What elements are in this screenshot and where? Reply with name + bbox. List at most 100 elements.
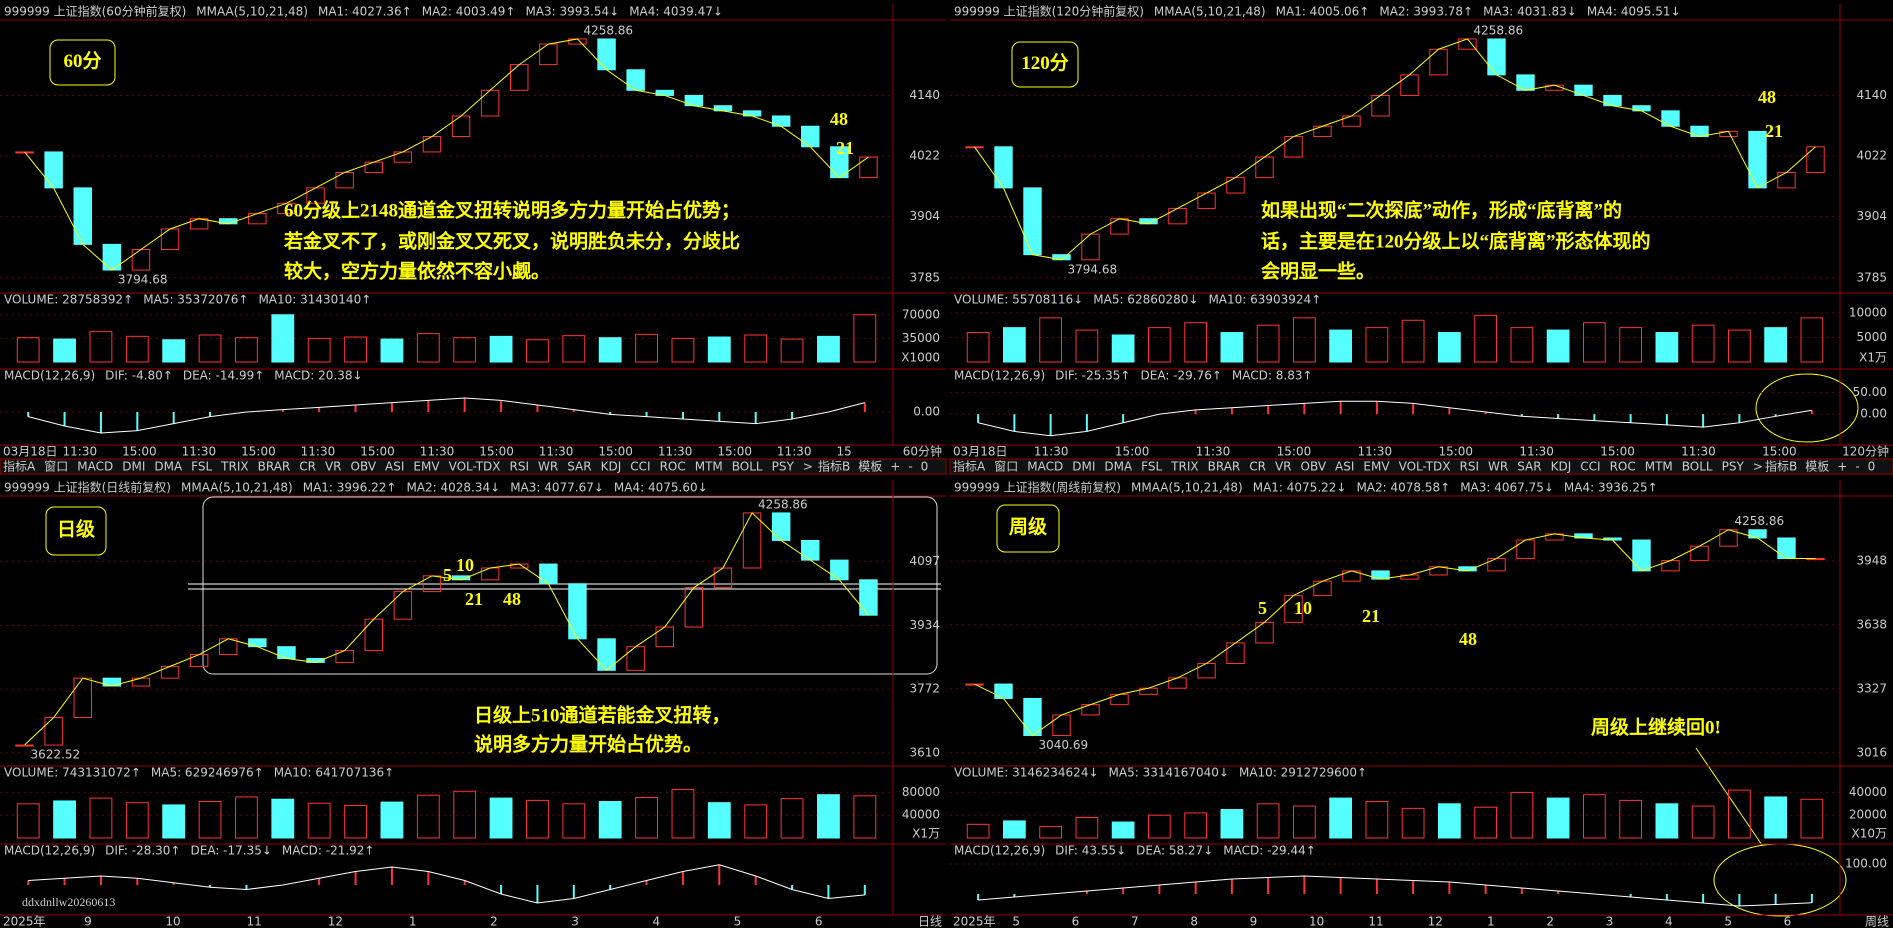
header-text: MA2: 4003.49↑: [422, 5, 516, 19]
tab[interactable]: KDJ: [601, 460, 622, 474]
candle: [830, 559, 849, 581]
tab[interactable]: PSY: [1722, 460, 1745, 474]
header-text: MMAA(5,10,21,48): [1131, 481, 1243, 495]
tab[interactable]: >: [1753, 460, 1763, 474]
volume-bar: [453, 337, 477, 363]
tab[interactable]: DMA: [154, 460, 183, 474]
volume-bar: [198, 334, 222, 363]
volume-bar: [416, 794, 440, 839]
x-tick-label: 15:00: [1762, 445, 1797, 459]
header-text: MA2: 3993.78↑: [1379, 5, 1473, 19]
volume-bar: [1256, 803, 1280, 839]
tab[interactable]: MTM: [695, 460, 723, 474]
tab[interactable]: WR: [1488, 460, 1508, 474]
tab[interactable]: ASI: [1335, 460, 1354, 474]
tab[interactable]: -: [1855, 460, 1859, 474]
y-tick-label: 4140: [1856, 88, 1887, 102]
tab[interactable]: 指标B: [1765, 459, 1797, 474]
y-tick-label: 3785: [909, 270, 940, 284]
tab[interactable]: >: [803, 460, 813, 474]
tab[interactable]: ROC: [660, 460, 686, 474]
tab[interactable]: FSL: [191, 460, 212, 474]
x-tick-label: 15:00: [1438, 445, 1473, 459]
volume-bar: [562, 803, 586, 839]
tab[interactable]: 窗口: [44, 460, 68, 474]
header-text: MACD: -21.92↑: [282, 844, 375, 858]
tab[interactable]: EMV: [1363, 460, 1390, 474]
header-text: MMAA(5,10,21,48): [181, 481, 293, 495]
tab[interactable]: CR: [299, 460, 316, 474]
tab[interactable]: VOL-TDX: [449, 460, 501, 474]
tab[interactable]: BRAR: [258, 460, 291, 474]
tab[interactable]: CR: [1249, 460, 1266, 474]
volume-bar: [1800, 317, 1824, 363]
volume-bar: [635, 797, 658, 839]
candle: [771, 115, 791, 127]
tab[interactable]: CCI: [1580, 460, 1600, 474]
tab[interactable]: RSI: [1460, 460, 1480, 474]
high-label: 4258.86: [583, 23, 633, 37]
tab[interactable]: TRIX: [220, 460, 248, 474]
tab[interactable]: EMV: [413, 460, 440, 474]
tab[interactable]: KDJ: [1551, 460, 1572, 474]
volume-bar: [1510, 791, 1534, 839]
candle: [73, 187, 92, 245]
header-text: DIF: -25.35↑: [1055, 369, 1130, 383]
volume-bar: [53, 338, 76, 363]
tab[interactable]: 指标B: [818, 459, 850, 474]
tab[interactable]: RSI: [510, 460, 530, 474]
y-tick-label: 3904: [1856, 209, 1887, 223]
tab[interactable]: WR: [538, 460, 558, 474]
x-tick-label: 15:00: [1277, 445, 1312, 459]
header-text: DIF: -28.30↑: [105, 844, 180, 858]
tab[interactable]: OBV: [1301, 460, 1327, 474]
unit-label: X10万: [1852, 827, 1888, 841]
tab[interactable]: 窗口: [994, 460, 1018, 474]
tab[interactable]: DMA: [1104, 460, 1133, 474]
tab[interactable]: 指标A: [953, 459, 986, 474]
tab[interactable]: 0: [1868, 460, 1876, 474]
tab[interactable]: 模板: [858, 460, 882, 474]
x-tick-label: 11: [247, 915, 262, 928]
x-tick-label: 4: [652, 915, 660, 928]
x-tick-label: 1: [1487, 915, 1495, 928]
tab[interactable]: DMI: [1072, 460, 1095, 474]
tab[interactable]: MACD: [1027, 460, 1063, 474]
tab[interactable]: BRAR: [1208, 460, 1241, 474]
x-tick-label: 2: [490, 915, 498, 928]
y-tick-label: 80000: [902, 785, 940, 799]
header-text: MA4: 4039.47↓: [629, 5, 723, 19]
volume-bar: [780, 798, 804, 839]
tab[interactable]: ROC: [1610, 460, 1636, 474]
tab[interactable]: MACD: [77, 460, 113, 474]
candle: [277, 646, 296, 659]
tab[interactable]: VR: [325, 460, 342, 474]
tab[interactable]: BOLL: [732, 460, 763, 474]
dif-line: [28, 864, 865, 904]
tab[interactable]: MTM: [1645, 460, 1673, 474]
tab[interactable]: OBV: [351, 460, 377, 474]
tab[interactable]: 指标A: [3, 459, 36, 474]
tab[interactable]: ASI: [385, 460, 404, 474]
tab[interactable]: PSY: [772, 460, 795, 474]
tab[interactable]: -: [908, 460, 912, 474]
header-text: MA1: 4027.36↑: [318, 5, 412, 19]
tab[interactable]: CCI: [630, 460, 650, 474]
volume-bar: [1800, 798, 1824, 839]
tab[interactable]: SAR: [567, 460, 591, 474]
tab[interactable]: FSL: [1141, 460, 1162, 474]
tab[interactable]: VR: [1275, 460, 1292, 474]
tab[interactable]: BOLL: [1682, 460, 1713, 474]
x-tick-label: 3: [1606, 915, 1614, 928]
tab[interactable]: TRIX: [1170, 460, 1198, 474]
candle: [1574, 84, 1593, 96]
tab[interactable]: 0: [921, 460, 929, 474]
tab[interactable]: VOL-TDX: [1399, 460, 1451, 474]
tab[interactable]: +: [1837, 460, 1847, 474]
tab[interactable]: SAR: [1517, 460, 1541, 474]
tab[interactable]: DMI: [122, 460, 145, 474]
x-tick-label: 15:00: [360, 445, 395, 459]
tab[interactable]: 模板: [1805, 460, 1829, 474]
tab[interactable]: +: [890, 460, 900, 474]
high-label: 4258.86: [758, 497, 808, 511]
